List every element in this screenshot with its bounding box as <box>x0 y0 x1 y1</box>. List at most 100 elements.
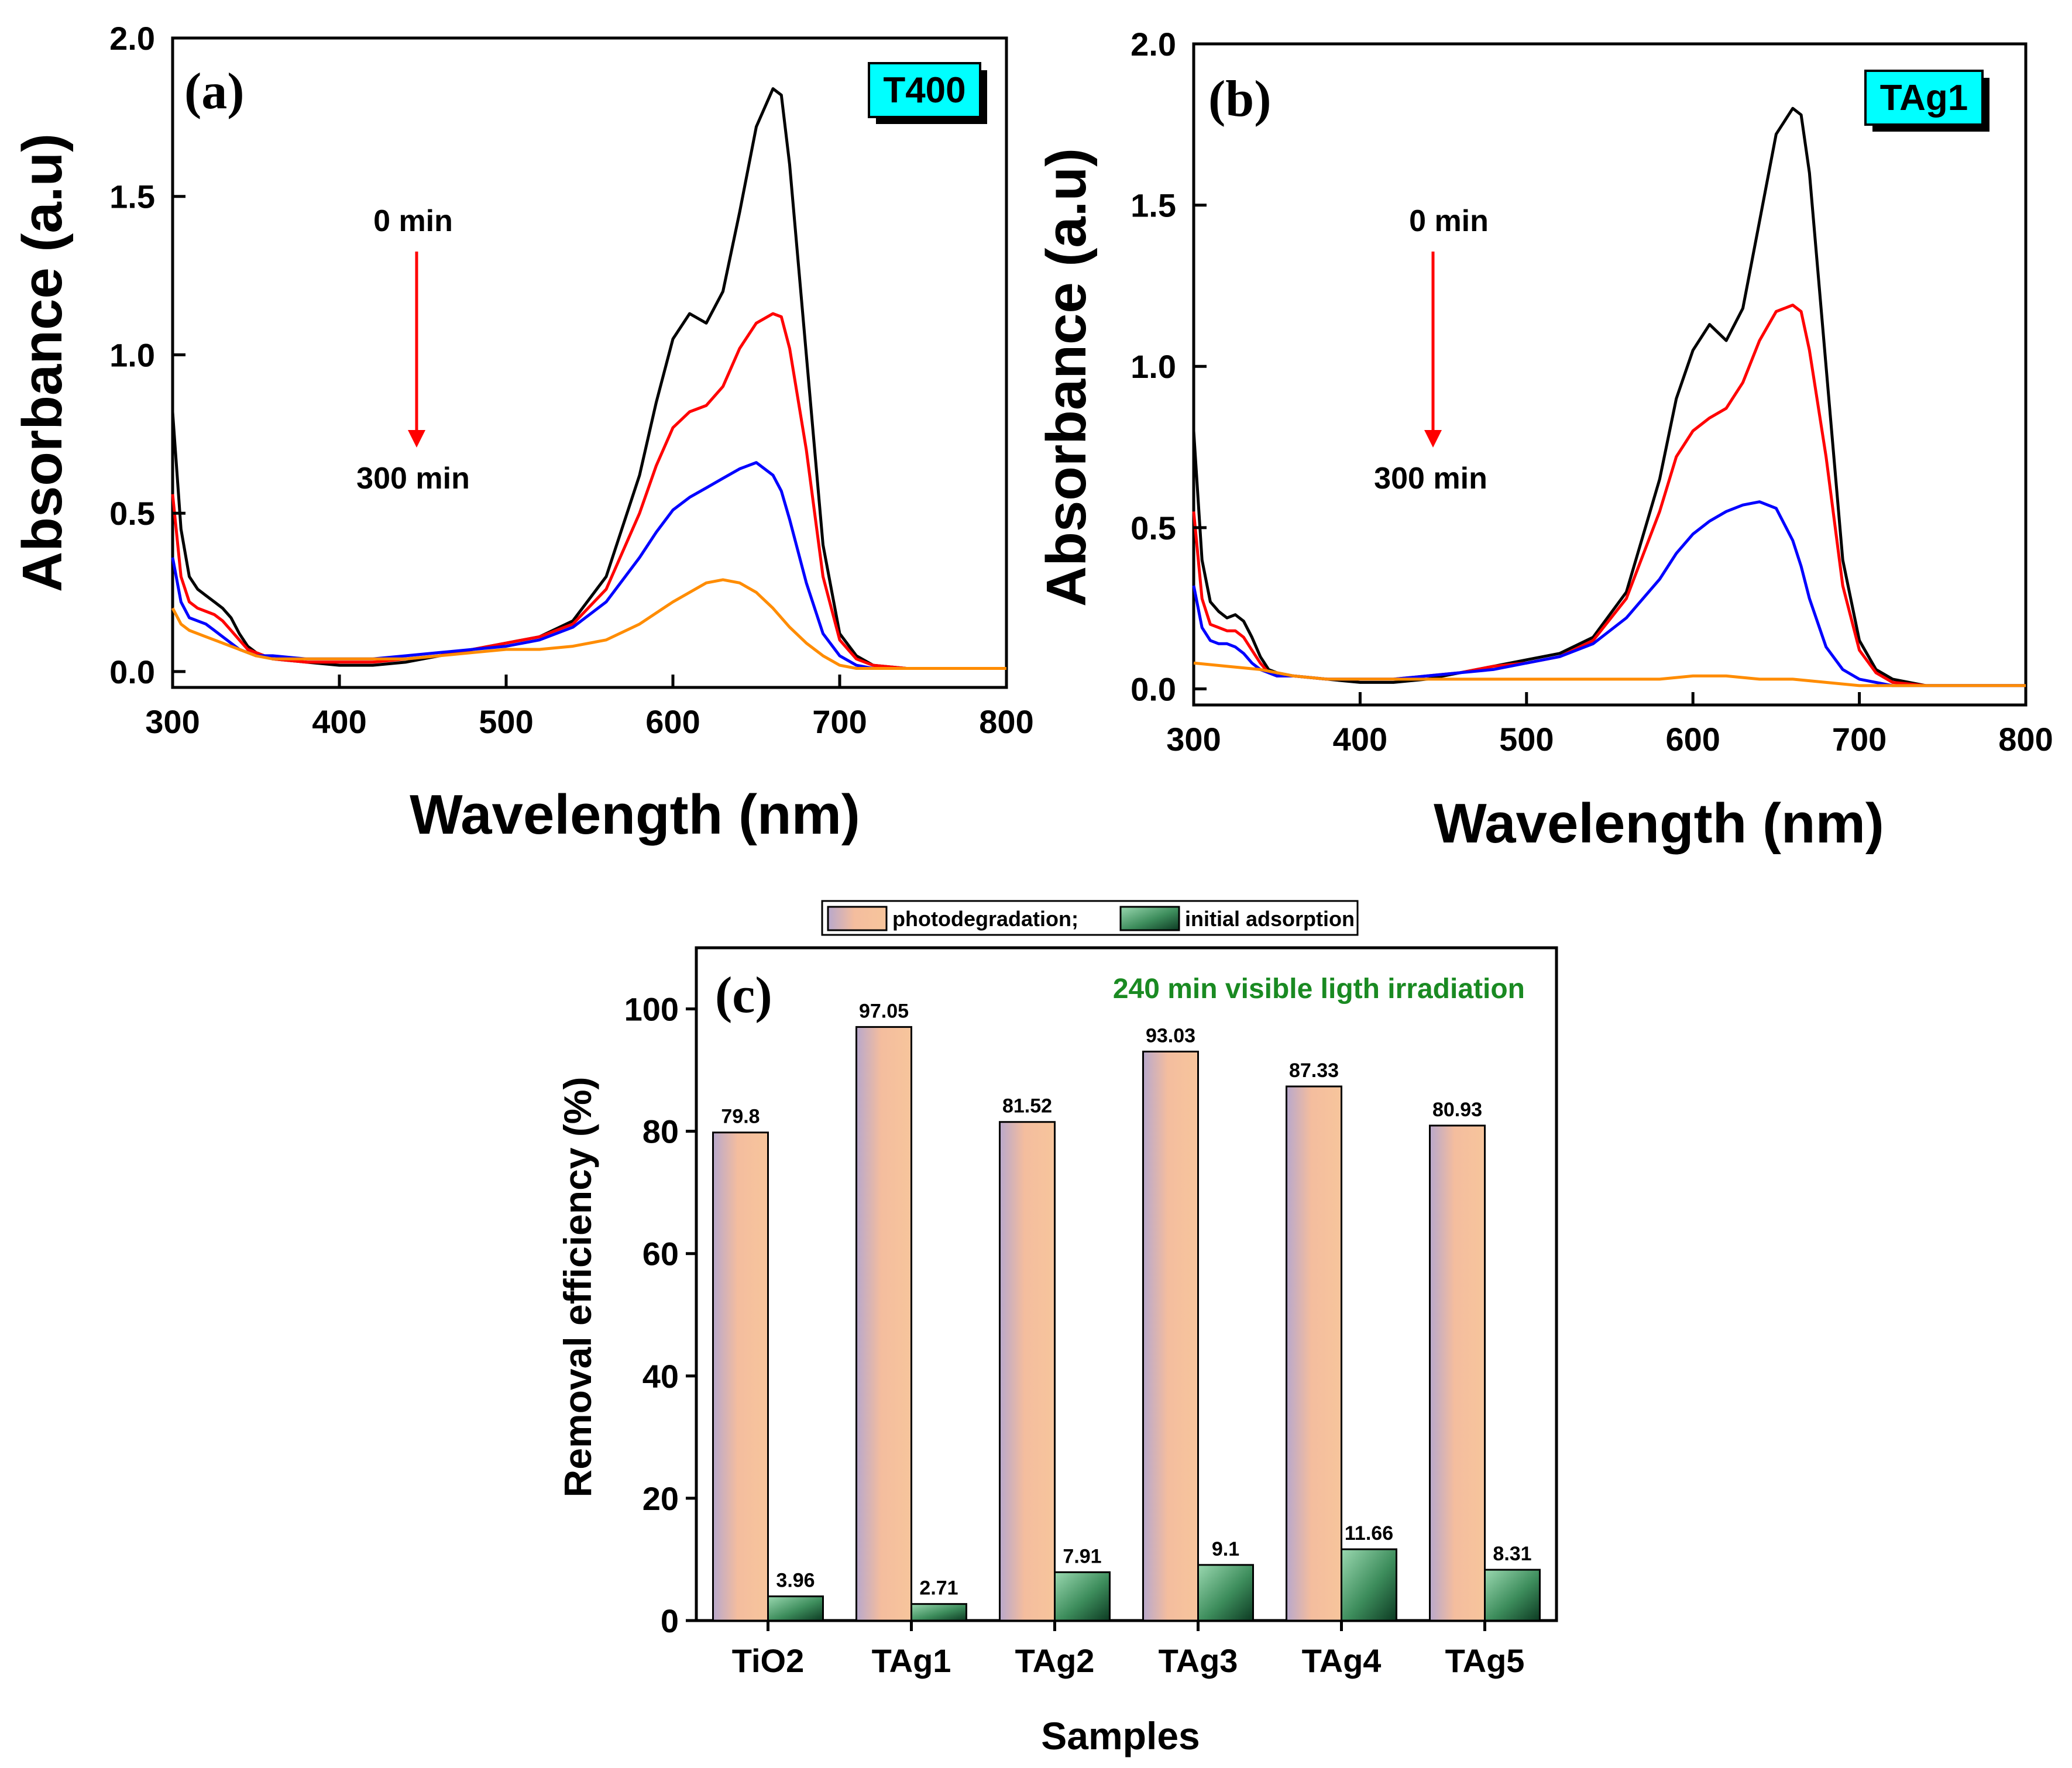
panel-b-label: (b) <box>1208 71 1272 128</box>
bar-value-label: 7.91 <box>1063 1545 1101 1567</box>
panel-a-series-line-1 <box>171 87 1006 670</box>
panel-b-ticks: 300 400 500 600 700 800 0.0 0.5 1.0 1.5 2.0 <box>1131 26 2053 758</box>
bar-photodegradation-TAg2 <box>999 1121 1056 1622</box>
panel-a-y-tick-label: 2.0 <box>109 20 155 57</box>
panel-a-x-tick-label: 300 <box>145 703 200 740</box>
panel-b-y-tick-label: 0.5 <box>1131 510 1176 546</box>
panel-a-label: (a) <box>184 63 245 120</box>
panel-c-category-label: TAg3 <box>1159 1642 1238 1679</box>
panel-a-plot-frame <box>171 36 1008 689</box>
bar-initial-adsorption-TAg1 <box>910 1603 967 1622</box>
panel-b-y-tick-label: 0.0 <box>1131 670 1176 707</box>
panel-c-x-axis-label: Samples <box>1041 1714 1200 1757</box>
bar-value-label: 93.03 <box>1146 1024 1195 1047</box>
panel-b-plot-frame <box>1192 42 2028 707</box>
panel-a-series-line-3 <box>171 461 1006 670</box>
panel-a-x-tick-label: 600 <box>645 703 700 740</box>
panel-a-y-axis-label: Absorbance (a.u) <box>11 133 74 592</box>
panel-a-series-line-2 <box>171 312 1006 670</box>
panel-a-lines <box>171 87 1006 670</box>
bar-initial-adsorption-TiO2 <box>767 1595 824 1622</box>
panel-b-series-line-1 <box>1192 106 2026 687</box>
bar-value-label: 80.93 <box>1432 1099 1482 1121</box>
bar-photodegradation-TAg5 <box>1429 1124 1486 1622</box>
bar-initial-adsorption-TAg5 <box>1484 1569 1541 1622</box>
panel-a-x-tick-label: 400 <box>312 703 366 740</box>
bar-photodegradation-TAg1 <box>855 1026 912 1622</box>
bar-value-label: 9.1 <box>1212 1538 1239 1560</box>
panel-c-y-axis-label: Removal efficiency (%) <box>556 1077 599 1498</box>
bar-value-label: 11.66 <box>1345 1522 1393 1545</box>
bar-value-label: 2.71 <box>919 1577 958 1600</box>
legend-label-initial-adsorption: initial adsorption <box>1185 907 1355 931</box>
panel-c-y-tick-label: 20 <box>642 1480 679 1517</box>
panel-b-badge-label: TAg1 <box>1880 78 1968 118</box>
bar-value-label: 87.33 <box>1289 1060 1339 1082</box>
panel-b-x-tick-label: 500 <box>1499 721 1554 758</box>
panel-b-y-axis-label: Absorbance (a.u) <box>1035 148 1098 607</box>
panel-b-badge <box>1864 70 1984 126</box>
panel-b-series-line-4 <box>1193 661 2026 687</box>
panel-b-series-line-3 <box>1192 500 2026 687</box>
bar-initial-adsorption-TAg3 <box>1197 1564 1254 1622</box>
panel-c-category-label: TAg4 <box>1302 1642 1382 1679</box>
panel-b-y-tick-label: 1.5 <box>1131 187 1176 224</box>
bar-initial-adsorption-TAg4 <box>1341 1548 1397 1622</box>
panel-b-annotation-bottom: 300 min <box>1374 462 1487 496</box>
panel-c-title: 240 min visible ligth irradiation <box>1113 974 1525 1005</box>
panel-a-badge-label: T400 <box>883 70 965 111</box>
panel-b-x-tick-label: 600 <box>1665 721 1720 758</box>
panel-a-x-tick-label: 500 <box>479 703 533 740</box>
panel-b-x-axis-label: Wavelength (nm) <box>1434 792 1884 855</box>
legend-box <box>821 900 1359 936</box>
panel-b-y-tick-label: 2.0 <box>1131 26 1176 63</box>
panel-c-category-label: TAg5 <box>1445 1642 1525 1679</box>
bar-value-label: 3.96 <box>776 1570 815 1592</box>
bar-photodegradation-TAg3 <box>1142 1050 1199 1622</box>
panel-a-y-tick-label: 0.0 <box>109 653 155 690</box>
panel-b-lines <box>1192 106 2026 687</box>
panel-b-series-line-2 <box>1192 304 2026 687</box>
panel-c-bars: 79.8 3.96 97.05 2.71 81.52 7.91 93.03 9.1 87.33 1… <box>712 1000 1541 1622</box>
panel-a-y-tick-label: 1.0 <box>109 336 155 373</box>
panel-b-x-tick-label: 400 <box>1333 721 1387 758</box>
panel-c-y-tick-label: 0 <box>661 1602 679 1639</box>
panel-a-absorbance-chart: 300 400 500 600 700 800 0.0 0.5 1.0 1.5 2.0 (a) T4… <box>11 20 1034 846</box>
panel-c-removal-bar-chart: photodegradation; initial adsorption 79.… <box>556 900 1558 1757</box>
panel-a-annotation-bottom: 300 min <box>356 462 470 496</box>
panel-a-series-line-4 <box>171 578 1006 670</box>
panel-a-y-tick-label: 1.5 <box>109 178 155 215</box>
panel-a-y-tick-label: 0.5 <box>109 495 155 532</box>
bar-value-label: 81.52 <box>1002 1095 1052 1117</box>
panel-b-x-tick-label: 800 <box>1998 721 2053 758</box>
panel-a-badge <box>868 62 981 118</box>
panel-b-x-tick-label: 700 <box>1832 721 1887 758</box>
panel-b-annotation-top: 0 min <box>1409 204 1489 238</box>
panel-c-y-tick-label: 40 <box>642 1358 679 1395</box>
panel-b-y-tick-label: 1.0 <box>1131 348 1176 385</box>
panel-c-y-tick-label: 80 <box>642 1113 679 1150</box>
bar-value-label: 79.8 <box>721 1106 760 1128</box>
panel-b-absorbance-chart: 300 400 500 600 700 800 0.0 0.5 1.0 1.5 2.0 (b) TA… <box>1035 26 2053 855</box>
panel-a-ticks: 300 400 500 600 700 800 0.0 0.5 1.0 1.5 2.0 <box>109 20 1034 740</box>
legend-swatch-photodegradation <box>827 906 888 931</box>
panel-c-y-tick-label: 60 <box>642 1236 679 1272</box>
panel-c-ticks: TiO2 TAg1 TAg2 TAg3 TAg4 TAg5 0 20 40 60 80 100 <box>624 991 1525 1679</box>
panel-a-x-axis-label: Wavelength (nm) <box>410 783 860 846</box>
legend-label-photodegradation: photodegradation; <box>892 907 1078 931</box>
bar-value-label: 8.31 <box>1493 1543 1531 1565</box>
panel-a-x-tick-label: 700 <box>812 703 867 740</box>
panel-b-x-tick-label: 300 <box>1166 721 1221 758</box>
legend-swatch-initial-adsorption <box>1119 906 1180 931</box>
bar-initial-adsorption-TAg2 <box>1054 1571 1111 1622</box>
panel-c-category-label: TAg2 <box>1015 1642 1095 1679</box>
panel-a-x-tick-label: 800 <box>979 703 1033 740</box>
bar-photodegradation-TiO2 <box>712 1131 769 1622</box>
panel-a-annotation-top: 0 min <box>373 204 453 238</box>
panel-c-plot-frame <box>695 946 1558 1622</box>
panel-c-label: (c) <box>715 967 772 1024</box>
bar-photodegradation-TAg4 <box>1286 1085 1342 1622</box>
bar-value-label: 97.05 <box>859 1000 909 1022</box>
panel-c-category-label: TAg1 <box>872 1642 951 1679</box>
